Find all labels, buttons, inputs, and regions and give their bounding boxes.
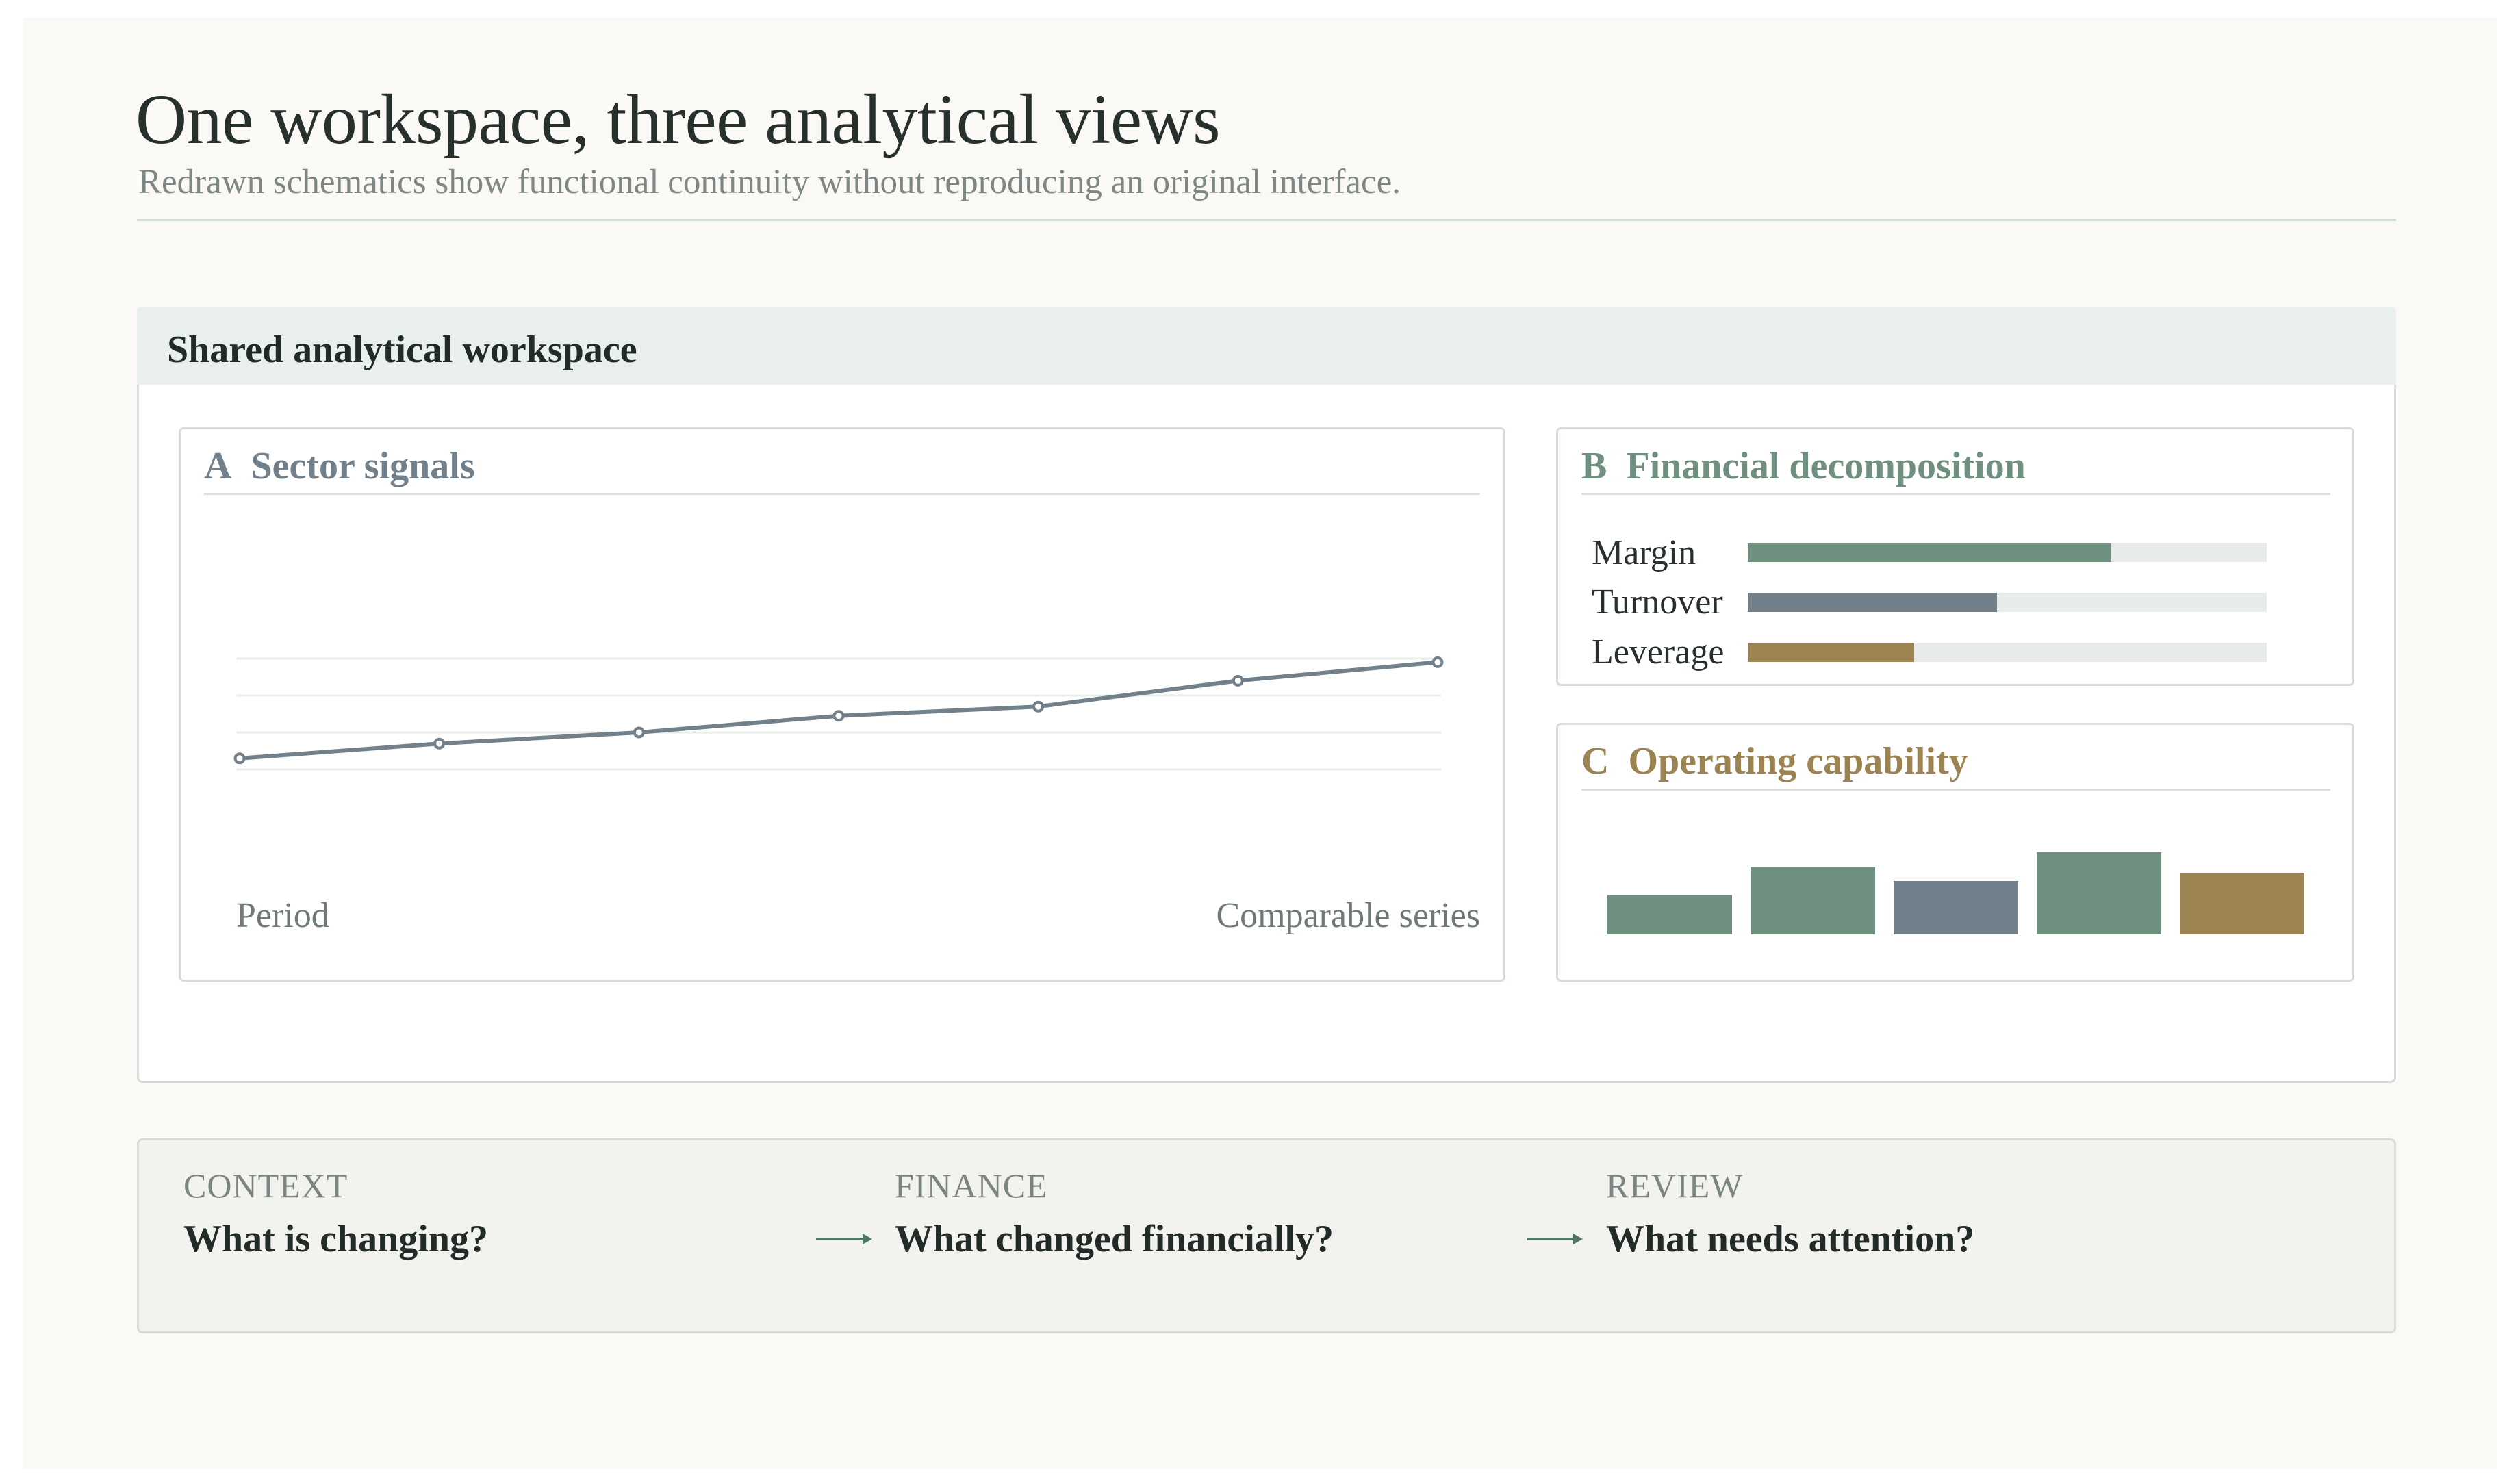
step-review-kicker: REVIEW: [1606, 1166, 1744, 1205]
step-finance-kicker: FINANCE: [895, 1166, 1048, 1205]
series-label: Comparable series: [1216, 896, 1480, 935]
panel-c-divider: [1581, 789, 2330, 791]
bar-fill-turnover: [1748, 593, 1997, 612]
column-bar-1: [1607, 895, 1732, 934]
panel-a-title: A Sector signals: [204, 442, 475, 490]
panel-b-title: B Financial decomposition: [1581, 442, 2026, 490]
analysis-flow: [137, 1138, 2396, 1333]
column-bar-3: [1894, 881, 2018, 934]
workspace-header: [137, 307, 2396, 385]
step-finance-question: What changed financially?: [895, 1218, 1334, 1260]
data-point-6: [1232, 674, 1244, 687]
panel-operating-capability: [1556, 723, 2354, 982]
panel-a-divider: [204, 493, 1480, 495]
column-bar-4: [2037, 852, 2161, 934]
data-point-4: [832, 710, 845, 722]
column-bar-5: [2180, 873, 2304, 934]
data-point-1: [233, 752, 246, 765]
step-context-kicker: CONTEXT: [183, 1166, 348, 1205]
bar-track-turnover: [1748, 593, 2267, 612]
sector-signals-line-chart: [233, 656, 1444, 771]
arrow-icon: [1527, 1234, 1583, 1244]
data-point-5: [1032, 700, 1045, 713]
step-context-question: What is changing?: [183, 1218, 488, 1260]
bar-fill-margin: [1748, 543, 2111, 562]
data-point-3: [633, 726, 645, 739]
x-axis-label: Period: [236, 896, 329, 935]
arrow-icon: [816, 1234, 872, 1244]
workspace-title: Shared analytical workspace: [167, 329, 637, 371]
panel-a-label: Sector signals: [251, 445, 475, 487]
data-point-7: [1431, 656, 1444, 668]
operating-capability-column-chart: [1607, 852, 2304, 934]
page-title: One workspace, three analytical views: [136, 80, 1221, 159]
column-bar-2: [1751, 867, 1875, 934]
title-divider: [137, 219, 2396, 221]
page-subtitle: Redrawn schematics show functional conti…: [138, 163, 1401, 201]
panel-a-letter: A: [204, 445, 232, 487]
panel-b-label: Financial decomposition: [1626, 445, 2026, 487]
panel-c-label: Operating capability: [1628, 740, 1968, 782]
bar-label-leverage: Leverage: [1592, 633, 1724, 672]
bar-fill-leverage: [1748, 643, 1914, 662]
panel-c-letter: C: [1581, 740, 1609, 782]
panel-c-title: C Operating capability: [1581, 737, 1968, 785]
data-point-2: [433, 737, 446, 750]
bar-label-turnover: Turnover: [1592, 583, 1723, 622]
step-review-question: What needs attention?: [1606, 1218, 1975, 1260]
panel-sector-signals: [179, 427, 1505, 982]
panel-b-letter: B: [1581, 445, 1607, 487]
panel-b-divider: [1581, 493, 2330, 495]
bar-track-leverage: [1748, 643, 2267, 662]
bar-track-margin: [1748, 543, 2267, 562]
bar-label-margin: Margin: [1592, 533, 1696, 572]
